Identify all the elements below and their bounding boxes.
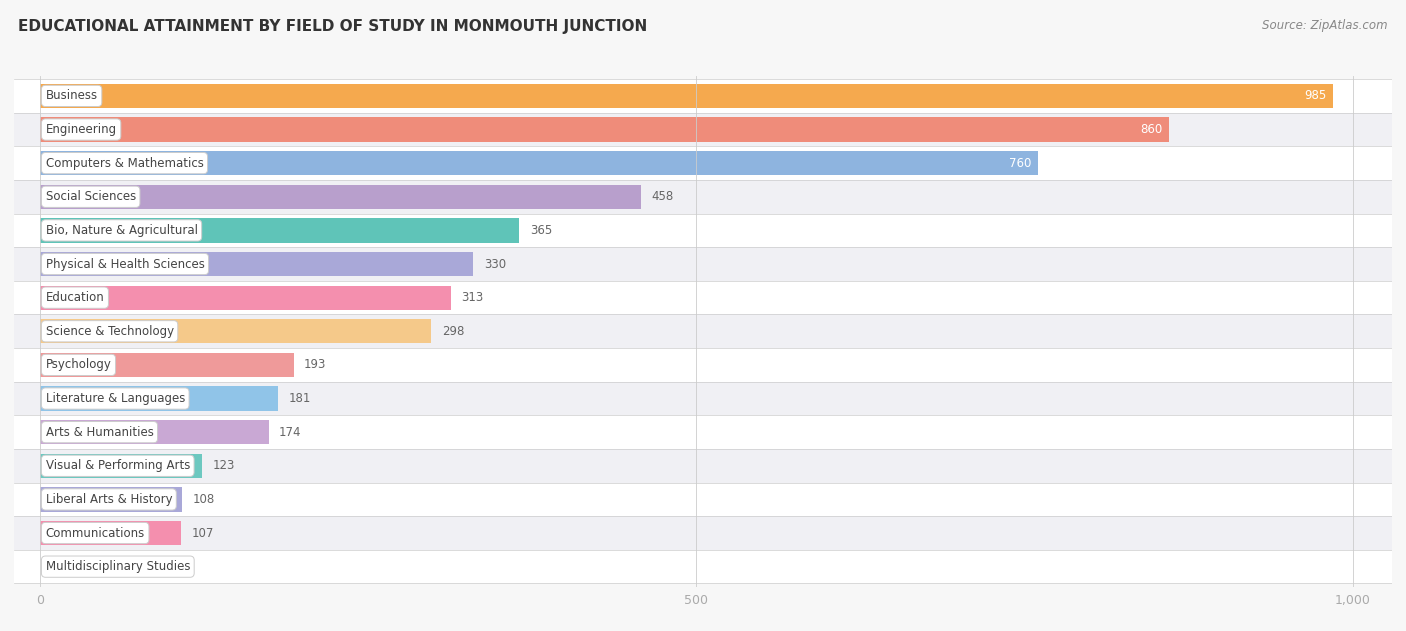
Text: 313: 313 [461, 291, 484, 304]
Text: EDUCATIONAL ATTAINMENT BY FIELD OF STUDY IN MONMOUTH JUNCTION: EDUCATIONAL ATTAINMENT BY FIELD OF STUDY… [18, 19, 648, 34]
Text: 365: 365 [530, 224, 553, 237]
Bar [41, 218, 519, 242]
Text: Business: Business [45, 90, 97, 102]
Text: Physical & Health Sciences: Physical & Health Sciences [45, 257, 204, 271]
Bar [14, 348, 1406, 382]
Text: 181: 181 [288, 392, 311, 405]
Bar [41, 286, 451, 310]
Text: Bio, Nature & Agricultural: Bio, Nature & Agricultural [45, 224, 198, 237]
Text: Computers & Mathematics: Computers & Mathematics [45, 156, 204, 170]
Bar [14, 113, 1406, 146]
Text: 985: 985 [1305, 90, 1326, 102]
Text: 193: 193 [304, 358, 326, 372]
Text: 0: 0 [51, 560, 58, 573]
Bar [41, 521, 181, 545]
Bar [14, 79, 1406, 113]
Bar [14, 483, 1406, 516]
Text: 174: 174 [280, 426, 302, 439]
Bar [14, 281, 1406, 314]
Text: Liberal Arts & History: Liberal Arts & History [45, 493, 172, 506]
Text: Literature & Languages: Literature & Languages [45, 392, 186, 405]
Text: 760: 760 [1008, 156, 1031, 170]
Bar [14, 516, 1406, 550]
Text: 860: 860 [1140, 123, 1163, 136]
Text: Engineering: Engineering [45, 123, 117, 136]
Bar [14, 247, 1406, 281]
Text: Source: ZipAtlas.com: Source: ZipAtlas.com [1263, 19, 1388, 32]
Bar [41, 454, 201, 478]
Text: Communications: Communications [45, 526, 145, 540]
Bar [41, 319, 432, 343]
Text: 458: 458 [652, 191, 673, 203]
Text: Multidisciplinary Studies: Multidisciplinary Studies [45, 560, 190, 573]
Text: Psychology: Psychology [45, 358, 111, 372]
Bar [41, 185, 641, 209]
Text: 298: 298 [441, 325, 464, 338]
Bar [41, 487, 181, 512]
Text: 123: 123 [212, 459, 235, 472]
Text: 108: 108 [193, 493, 215, 506]
Bar [14, 550, 1406, 584]
Text: Arts & Humanities: Arts & Humanities [45, 426, 153, 439]
Text: 330: 330 [484, 257, 506, 271]
Bar [41, 151, 1038, 175]
Bar [41, 386, 278, 411]
Text: 107: 107 [191, 526, 214, 540]
Bar [14, 449, 1406, 483]
Bar [41, 252, 474, 276]
Bar [14, 146, 1406, 180]
Text: Science & Technology: Science & Technology [45, 325, 174, 338]
Bar [14, 213, 1406, 247]
Bar [14, 314, 1406, 348]
Text: Education: Education [45, 291, 104, 304]
Bar [14, 180, 1406, 213]
Bar [14, 382, 1406, 415]
Text: Visual & Performing Arts: Visual & Performing Arts [45, 459, 190, 472]
Bar [41, 353, 294, 377]
Bar [41, 420, 269, 444]
Bar [41, 117, 1168, 141]
Bar [41, 84, 1333, 108]
Text: Social Sciences: Social Sciences [45, 191, 136, 203]
Bar [14, 415, 1406, 449]
